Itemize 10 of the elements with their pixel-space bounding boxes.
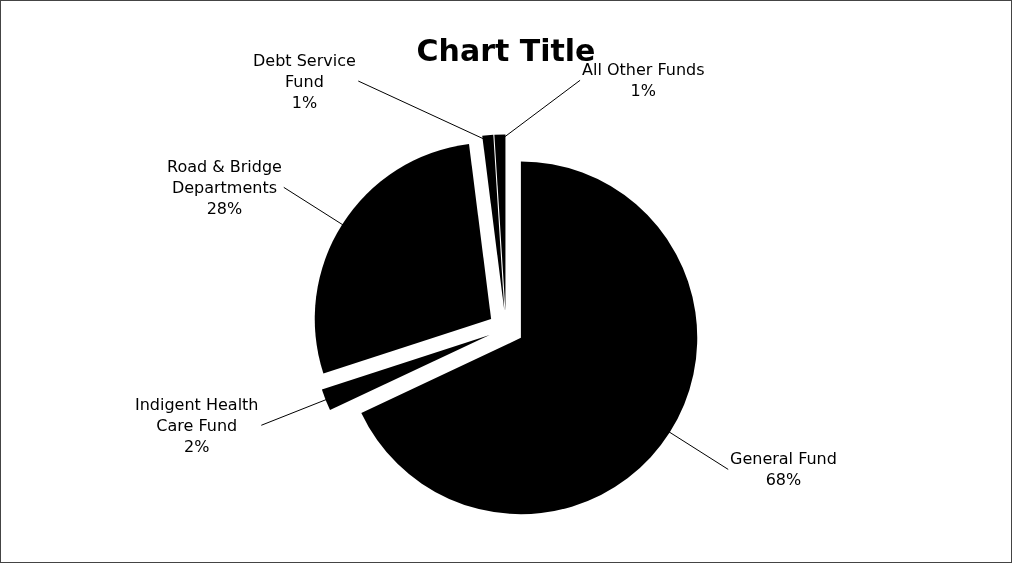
slice-label: Indigent Health Care Fund <box>135 395 259 435</box>
data-label: 2% <box>184 436 210 456</box>
data-label: 68% <box>765 469 802 489</box>
slice-label: General Fund <box>730 449 837 468</box>
data-label: 28% <box>206 198 243 218</box>
slice-label: Road & Bridge Departments <box>167 157 282 197</box>
data-label: 1% <box>291 92 318 112</box>
data-label: 1% <box>630 80 656 100</box>
slice-label: All Other Funds <box>582 60 705 79</box>
slice-label: Debt Service Fund <box>253 51 356 91</box>
